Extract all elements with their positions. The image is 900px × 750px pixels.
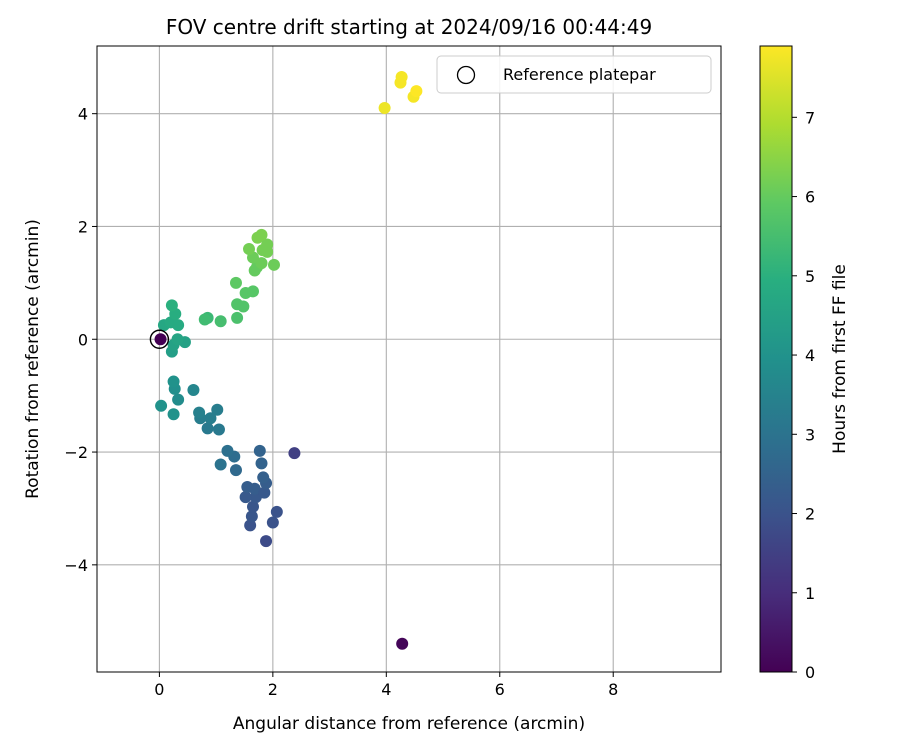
reference-marker [149, 329, 170, 349]
data-point [261, 238, 274, 251]
data-point [211, 403, 224, 416]
data-point [171, 333, 184, 346]
x-axis-label: Angular distance from reference (arcmin) [233, 714, 585, 734]
data-point [172, 393, 185, 406]
colorbar-gradient [759, 45, 793, 673]
data-point [154, 333, 167, 346]
data-point [237, 300, 250, 313]
legend-label: Reference platepar [503, 65, 656, 84]
data-point [396, 637, 409, 650]
legend-marker [456, 65, 476, 85]
colorbar-tick-label: 5 [805, 267, 815, 286]
colorbar-tick-label: 7 [805, 108, 815, 127]
plot-frame [96, 45, 722, 673]
data-point [270, 505, 283, 518]
x-axis-ticks: 0 2 4 6 8 [154, 672, 618, 699]
y-tick-label: 4 [78, 105, 88, 124]
data-point [260, 535, 273, 548]
data-point [255, 457, 268, 470]
y-axis-ticks: −4 −2 0 2 4 [64, 105, 97, 575]
y-tick-label: −4 [64, 556, 88, 575]
data-point [201, 422, 214, 435]
data-point [231, 311, 244, 324]
data-point [155, 399, 168, 412]
data-point [253, 444, 266, 457]
data-point [229, 276, 242, 289]
data-point [266, 516, 279, 529]
data-point [221, 444, 234, 457]
data-point [193, 406, 206, 419]
data-point [248, 482, 261, 495]
colorbar-tick-label: 2 [805, 505, 815, 524]
x-tick-label: 6 [495, 680, 505, 699]
colorbar-tick-label: 1 [805, 584, 815, 603]
colorbar-tick-label: 3 [805, 425, 815, 444]
data-point [214, 458, 227, 471]
data-point [288, 447, 301, 460]
data-point [243, 243, 256, 256]
data-point [378, 102, 391, 115]
data-point [267, 258, 280, 271]
data-point [245, 510, 258, 523]
data-point [165, 299, 178, 312]
reference-platepar-point [149, 329, 170, 349]
data-point [172, 319, 185, 332]
colorbar-tick-label: 0 [805, 663, 815, 682]
data-point [395, 71, 408, 84]
colorbar-tick-label: 4 [805, 346, 815, 365]
data-point [212, 423, 225, 436]
data-point [258, 486, 271, 499]
data-point [198, 313, 211, 326]
data-point [239, 491, 252, 504]
y-tick-label: −2 [64, 443, 88, 462]
data-point [247, 285, 259, 298]
data-point [187, 384, 200, 397]
colorbar-tick-label: 6 [805, 188, 815, 207]
legend-box [436, 55, 712, 94]
chart-title: FOV centre drift starting at 2024/09/16 … [166, 15, 652, 39]
x-tick-label: 8 [608, 680, 618, 699]
data-point [410, 85, 423, 98]
y-tick-label: 2 [78, 217, 88, 236]
x-tick-label: 2 [268, 680, 278, 699]
data-point [214, 315, 227, 328]
data-point [244, 519, 257, 532]
data-point [167, 408, 180, 421]
colorbar: 0 1 2 3 4 5 6 7 Hours from first FF file [759, 45, 850, 682]
data-point [257, 471, 270, 484]
data-point [255, 257, 268, 270]
data-point [255, 228, 268, 241]
data-point [247, 500, 259, 513]
data-point [229, 464, 242, 477]
data-point [204, 412, 217, 425]
legend: Reference platepar [436, 55, 712, 94]
x-tick-label: 4 [381, 680, 391, 699]
grid-lines [97, 46, 721, 672]
colorbar-ticks: 0 1 2 3 4 5 6 7 [792, 108, 815, 682]
data-points [154, 71, 423, 650]
data-point [167, 375, 180, 388]
y-tick-label: 0 [78, 330, 88, 349]
colorbar-label: Hours from first FF file [830, 264, 850, 454]
x-tick-label: 0 [154, 680, 164, 699]
y-axis-label: Rotation from reference (arcmin) [23, 219, 43, 499]
